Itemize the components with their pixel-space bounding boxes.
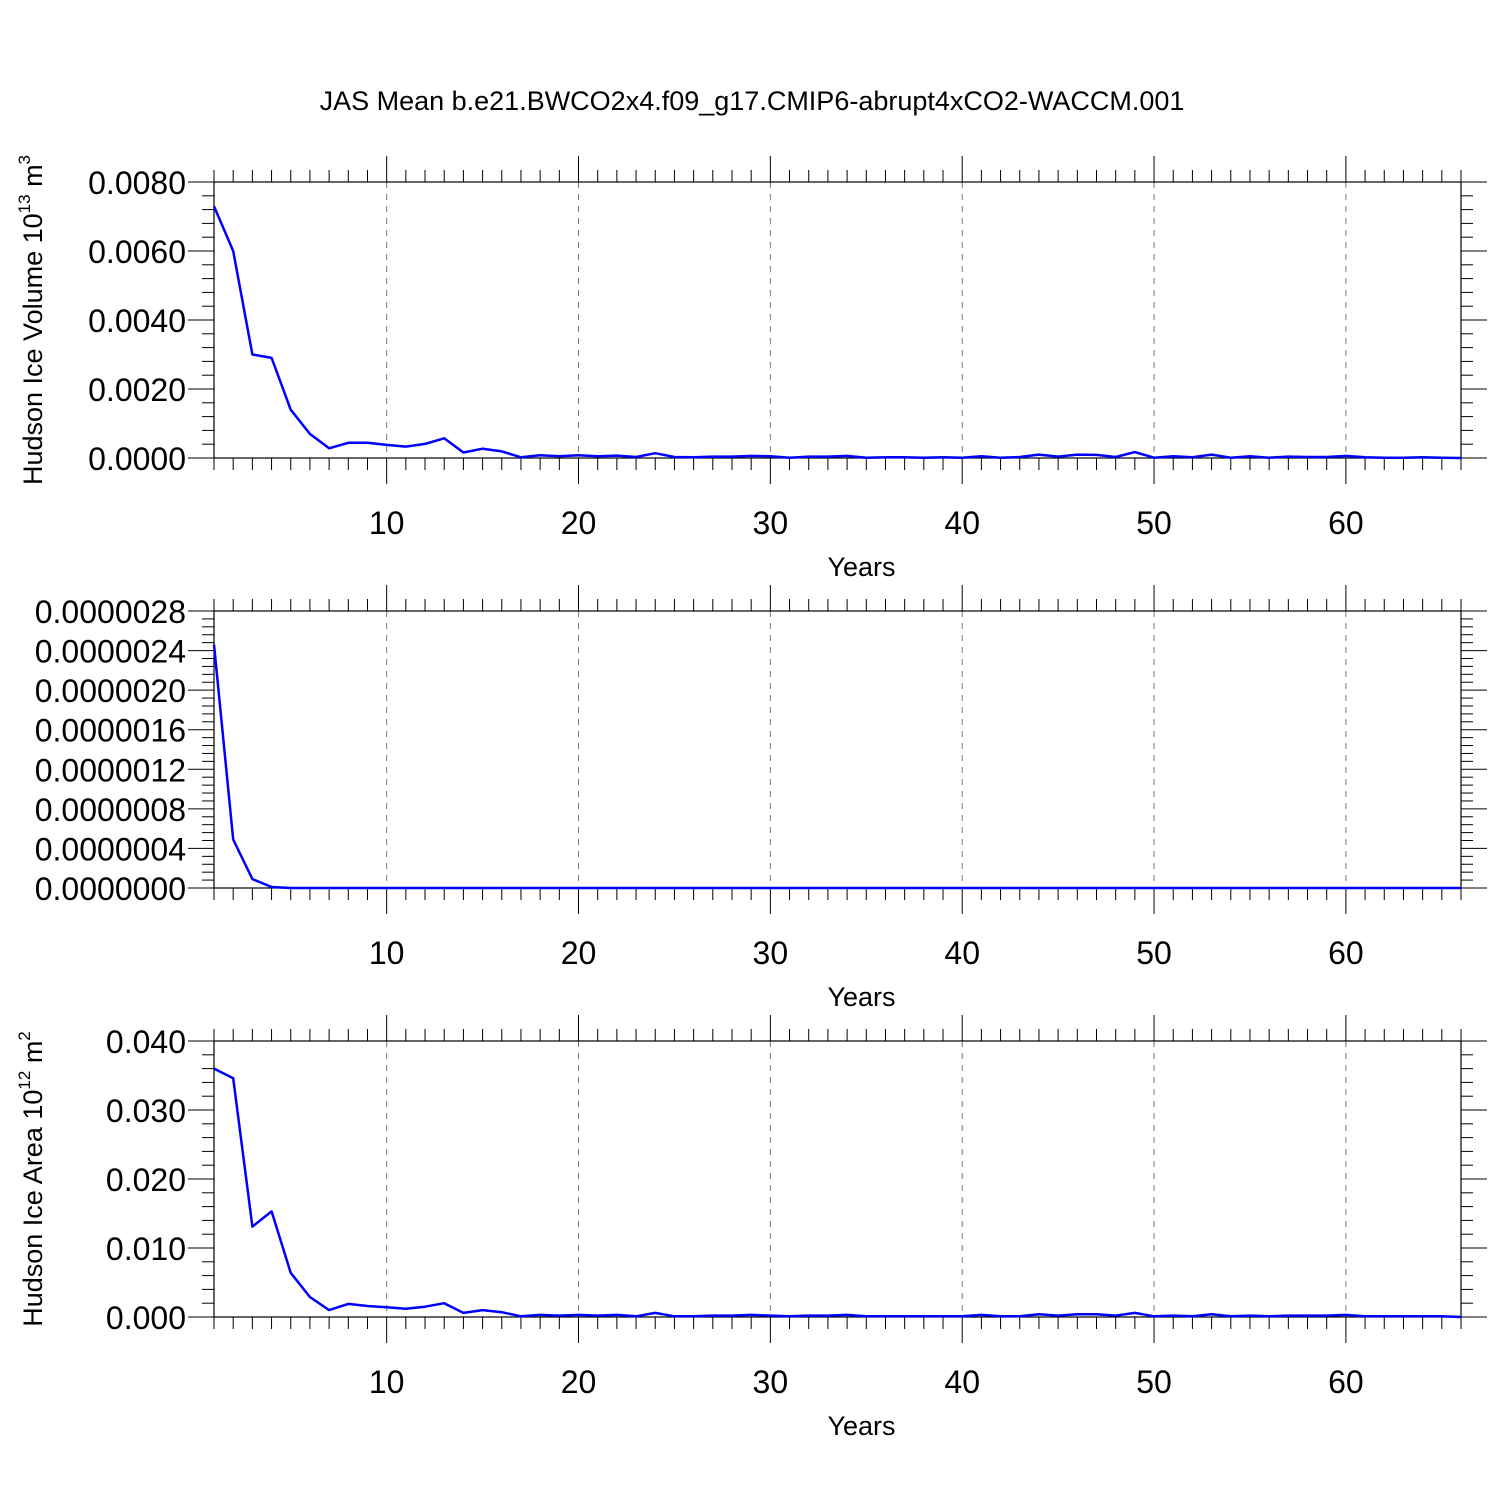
chart-panel-3: 10 20 30 40 50 60 0.000 0.010 0.020 0.030 0.040 Yea… xyxy=(15,1015,1487,1441)
y-tick-label: 0.0000024 xyxy=(35,634,186,670)
series-line-3-1 xyxy=(213,1067,1462,1319)
x-tick-label: 20 xyxy=(561,935,597,971)
y-tick-label: 0.0000004 xyxy=(35,831,186,867)
y-axis-label: Hudson Ice Volume 1013 m3 xyxy=(15,155,48,485)
x-tick-label: 10 xyxy=(369,1364,405,1400)
y-tick-label: 0.0060 xyxy=(88,234,186,270)
y-tick-label: 0.0000000 xyxy=(35,871,186,907)
x-tick-label: 30 xyxy=(753,505,789,541)
plot-frame xyxy=(213,1040,1462,1318)
y-tick-label: 0.0020 xyxy=(88,372,186,408)
y-tick-label: 0.0000008 xyxy=(35,792,186,828)
x-tick-label: 40 xyxy=(944,935,980,971)
x-tick-label: 50 xyxy=(1136,505,1172,541)
x-tick-label: 40 xyxy=(944,505,980,541)
plot-frame xyxy=(213,610,1462,889)
x-tick-label: 30 xyxy=(753,1364,789,1400)
x-axis-label: Years xyxy=(827,982,895,1012)
x-tick-label: 60 xyxy=(1328,1364,1364,1400)
plot-frame xyxy=(213,181,1462,459)
x-axis-label: Years xyxy=(827,1411,895,1441)
series-line-1-1 xyxy=(212,205,1462,460)
y-tick-label: 0.0000 xyxy=(88,441,186,477)
panels: 10 20 30 40 50 60 0.0000 0.0020 0.0040 0.0060 0.00… xyxy=(15,155,1487,1441)
x-tick-label: 60 xyxy=(1328,505,1364,541)
x-tick-label: 50 xyxy=(1136,935,1172,971)
y-tick-label: 0.010 xyxy=(106,1231,186,1267)
y-tick-label: 0.030 xyxy=(106,1093,186,1129)
figure-title: JAS Mean b.e21.BWCO2x4.f09_g17.CMIP6-abr… xyxy=(320,86,1185,116)
x-axis-label: Years xyxy=(827,552,895,582)
y-tick-label: 0.0000020 xyxy=(35,673,186,709)
y-tick-label: 0.000 xyxy=(106,1300,186,1336)
x-tick-label: 30 xyxy=(753,935,789,971)
x-tick-label: 10 xyxy=(369,505,405,541)
x-tick-label: 20 xyxy=(561,1364,597,1400)
x-tick-label: 40 xyxy=(944,1364,980,1400)
y-tick-label: 0.0080 xyxy=(88,165,186,201)
series-line-2-1 xyxy=(212,644,1461,890)
x-tick-label: 60 xyxy=(1328,935,1364,971)
y-tick-label: 0.0040 xyxy=(88,303,186,339)
x-tick-label: 20 xyxy=(561,505,597,541)
y-tick-label: 0.0000016 xyxy=(35,713,186,749)
y-axis-label: Hudson Ice Area 1012 m2 xyxy=(15,1031,48,1327)
x-tick-label: 10 xyxy=(369,935,405,971)
y-tick-label: 0.020 xyxy=(106,1162,186,1198)
x-tick-label: 50 xyxy=(1136,1364,1172,1400)
y-tick-label: 0.0000028 xyxy=(35,594,186,630)
y-tick-label: 0.0000012 xyxy=(35,752,186,788)
chart-panel-1: 10 20 30 40 50 60 0.0000 0.0020 0.0040 0.0060 0.00… xyxy=(15,155,1487,582)
y-tick-label: 0.040 xyxy=(106,1024,186,1060)
